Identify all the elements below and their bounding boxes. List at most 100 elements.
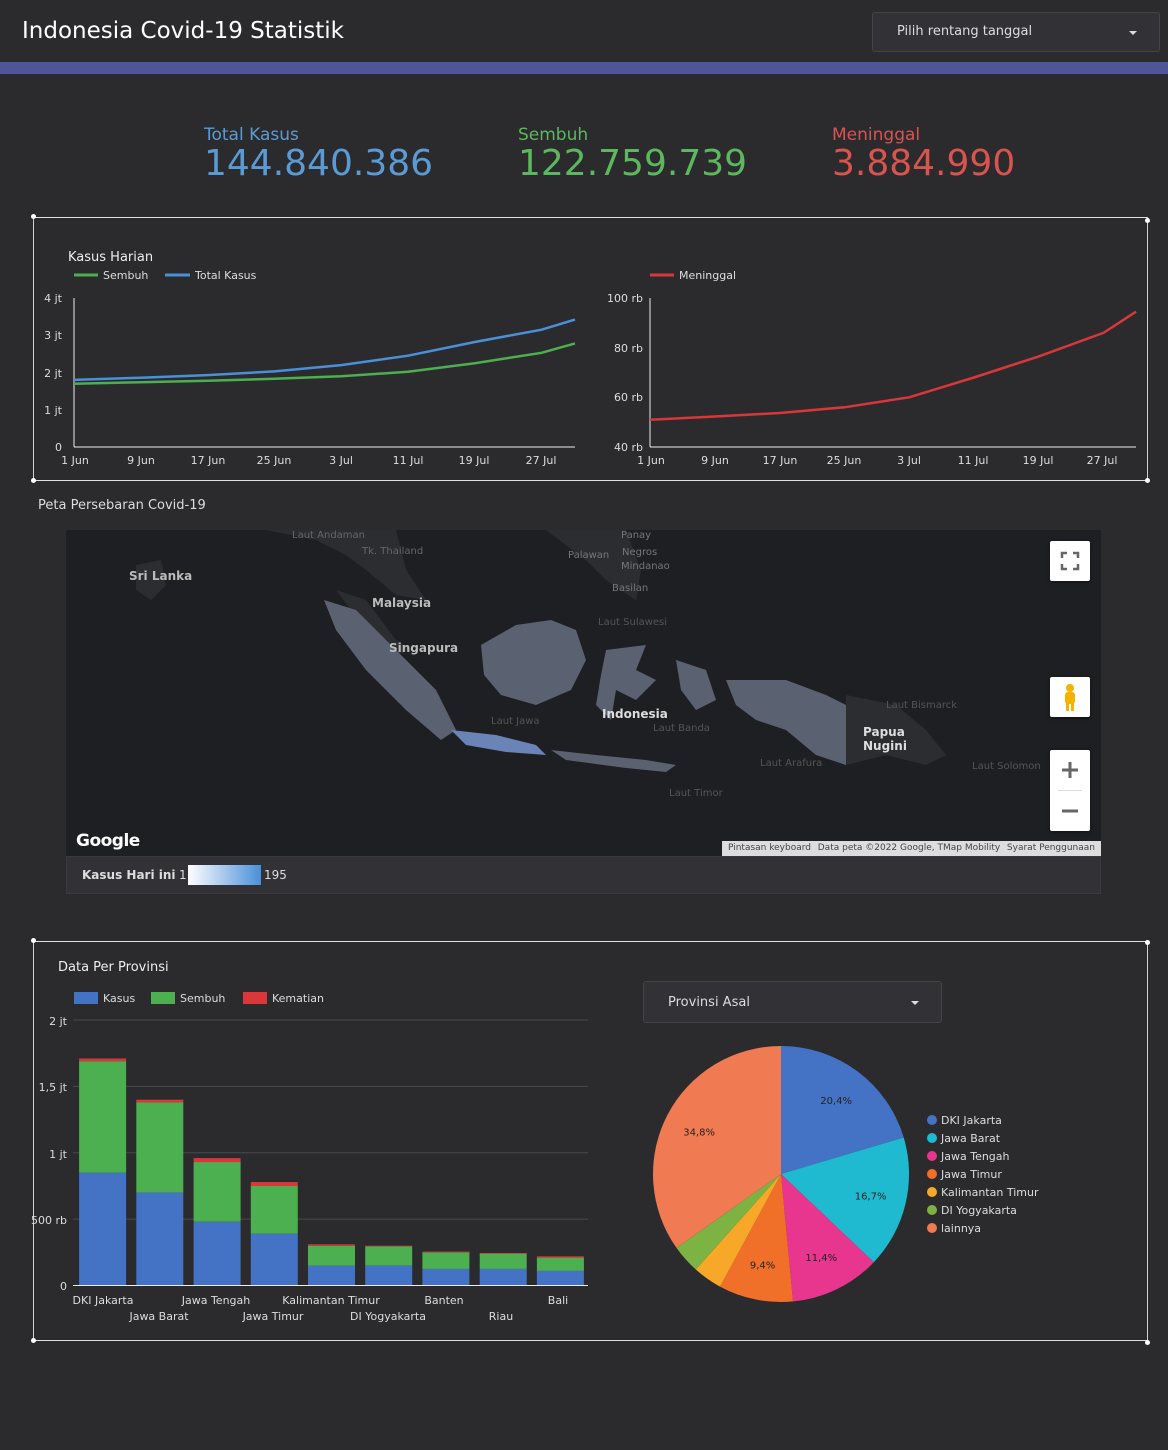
map-legend-bar: Kasus Hari ini 1 195: [66, 856, 1101, 894]
zoom-in-button[interactable]: [1050, 750, 1090, 790]
bar-kasus[interactable]: [422, 1268, 470, 1286]
bar-sembuh[interactable]: [308, 1245, 355, 1266]
pie-slice[interactable]: [695, 1174, 781, 1287]
bar-kematian[interactable]: [308, 1244, 355, 1246]
y-tick-label: 80 rb: [614, 342, 643, 355]
land-sulawesi: [596, 645, 656, 720]
y-tick-label: 0: [55, 441, 62, 454]
legend-dot: [927, 1205, 937, 1215]
land-kalimantan: [481, 620, 586, 705]
legend-dot: [927, 1223, 937, 1233]
kpi-value: 122.759.739: [518, 143, 748, 184]
pie-slice[interactable]: [781, 1137, 910, 1263]
bar-kasus[interactable]: [193, 1221, 241, 1286]
kpi-total-kasus: Total Kasus 144.840.386: [204, 125, 433, 184]
land-sumatra: [324, 600, 456, 740]
province-dropdown[interactable]: Provinsi Asal: [643, 981, 942, 1023]
bar-sembuh[interactable]: [536, 1257, 584, 1271]
bar-kasus[interactable]: [365, 1265, 413, 1286]
bar-kematian[interactable]: [479, 1253, 527, 1254]
map-label: Laut Jawa: [491, 716, 540, 727]
terms-link[interactable]: Syarat Penggunaan: [1006, 843, 1095, 853]
bar-kematian[interactable]: [79, 1058, 127, 1062]
pie-slice[interactable]: [781, 1174, 874, 1302]
map-legend-label: Kasus Hari ini: [82, 868, 176, 882]
series-line-meninggal: [649, 310, 1137, 421]
x-tick-label: DKI Jakarta: [73, 1294, 134, 1307]
bar-chart-title: Data Per Provinsi: [58, 960, 169, 975]
pegman-button[interactable]: [1050, 677, 1090, 717]
legend-label-kasus: Kasus: [103, 992, 135, 1005]
legend-dot: [927, 1115, 937, 1125]
legend-label: DI Yogyakarta: [941, 1204, 1017, 1217]
selection-handle: [31, 938, 36, 943]
bar-kematian[interactable]: [422, 1251, 470, 1253]
kpi-value: 3.884.990: [832, 143, 1016, 184]
map-label: Panay: [621, 530, 652, 541]
bar-kematian[interactable]: [193, 1158, 241, 1163]
bar-sembuh[interactable]: [250, 1185, 298, 1234]
legend-label-meninggal: Meninggal: [679, 269, 736, 282]
x-tick-label: Bali: [548, 1294, 568, 1307]
province-panel: [33, 941, 1148, 1341]
bar-kematian[interactable]: [365, 1245, 413, 1247]
bar-kasus[interactable]: [136, 1192, 184, 1286]
x-tick-label: Riau: [489, 1310, 513, 1323]
bar-sembuh[interactable]: [479, 1253, 527, 1269]
x-tick-label: 25 Jun: [827, 454, 862, 467]
bar-kasus[interactable]: [479, 1268, 527, 1286]
kpi-label: Meninggal: [832, 125, 921, 145]
legend-dot: [927, 1169, 937, 1179]
map-label: Palawan: [568, 550, 610, 561]
bar-kematian[interactable]: [136, 1099, 184, 1103]
bar-kasus[interactable]: [536, 1270, 584, 1286]
x-tick-label: 27 Jul: [526, 454, 557, 467]
pie-slice[interactable]: [676, 1174, 782, 1270]
bar-sembuh[interactable]: [136, 1102, 184, 1193]
line-charts-svg: Kasus Harian Sembuh Total Kasus Meningga…: [44, 250, 1137, 467]
bar-kasus[interactable]: [79, 1172, 127, 1286]
date-range-label: Pilih rentang tanggal: [897, 24, 1033, 39]
map-label: Nugini: [863, 739, 907, 753]
map-title: Peta Persebaran Covid-19: [38, 498, 206, 513]
legend-swatch-kematian: [243, 992, 267, 1004]
date-range-dropdown[interactable]: Pilih rentang tanggal: [872, 12, 1160, 52]
land-malaysia: [336, 590, 411, 655]
bar-sembuh[interactable]: [365, 1246, 413, 1266]
keyboard-shortcuts-link[interactable]: Pintasan keyboard: [728, 843, 811, 853]
x-tick-label: 9 Jun: [127, 454, 155, 467]
bar-sembuh[interactable]: [79, 1061, 127, 1173]
pegman-icon: [1065, 684, 1075, 711]
selection-handle: [31, 1338, 36, 1343]
pie-slice[interactable]: [653, 1046, 781, 1248]
pie-slice[interactable]: [781, 1046, 904, 1174]
x-tick-label: Jawa Timur: [242, 1310, 304, 1323]
x-tick-label: 1 Jun: [61, 454, 89, 467]
selection-handle: [1145, 218, 1150, 223]
legend-label-kematian: Kematian: [272, 992, 324, 1005]
pie-slice-label: 9,4%: [750, 1260, 775, 1271]
selection-handle: [1145, 478, 1150, 483]
bar-kematian[interactable]: [536, 1256, 584, 1258]
header-accent-bar: [0, 62, 1168, 74]
pie-slice-label: 20,4%: [820, 1096, 852, 1107]
fullscreen-button[interactable]: [1050, 541, 1090, 581]
divider: [1058, 790, 1082, 791]
kpi-label: Total Kasus: [204, 125, 299, 145]
bar-kasus[interactable]: [250, 1233, 298, 1286]
pie-slice[interactable]: [720, 1174, 793, 1302]
google-logo: Google: [76, 831, 140, 851]
legend-label: Jawa Timur: [940, 1168, 1002, 1181]
map-label: Malaysia: [372, 596, 432, 610]
map-label: Singapura: [389, 641, 459, 655]
zoom-out-button[interactable]: [1050, 791, 1090, 831]
pie: 20,4% 16,7% 11,4% 9,4% 34,8%: [653, 1046, 910, 1302]
land-png: [846, 695, 946, 765]
land-mainland: [266, 530, 426, 600]
bar-sembuh[interactable]: [422, 1252, 470, 1269]
bar-kasus[interactable]: [308, 1265, 355, 1286]
bar-sembuh[interactable]: [193, 1162, 241, 1222]
bar-kematian[interactable]: [250, 1182, 298, 1186]
covid-map[interactable]: Sri Lanka Malaysia Singapura Indonesia P…: [66, 530, 1101, 856]
legend-dot: [927, 1151, 937, 1161]
